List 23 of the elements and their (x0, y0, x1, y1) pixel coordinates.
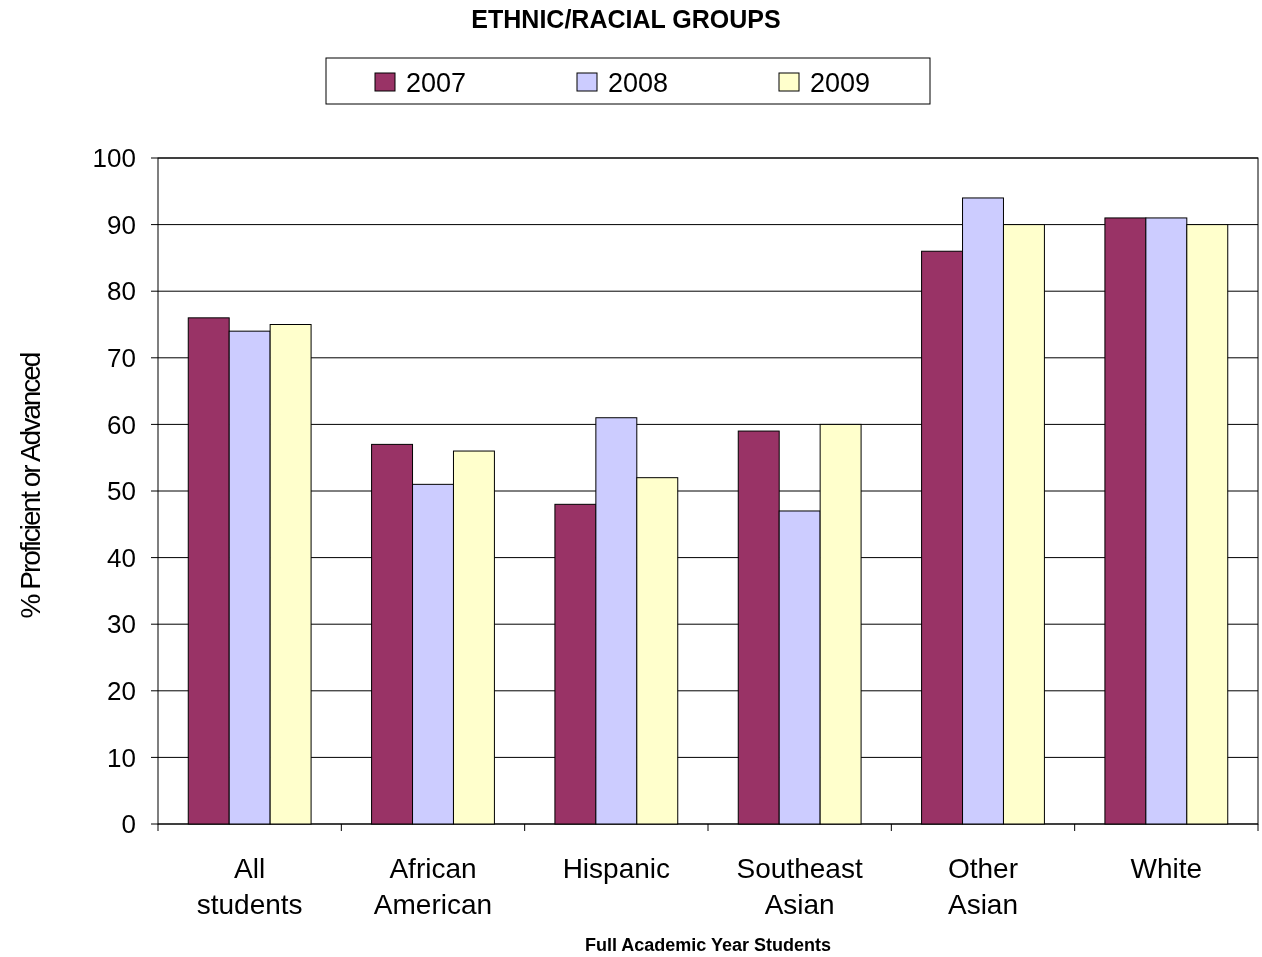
x-tick-label: African American (373, 853, 493, 920)
y-tick-label: 10 (107, 742, 136, 773)
y-tick-label: 90 (107, 209, 136, 240)
legend-label: 2007 (406, 68, 467, 98)
y-tick-label: 50 (107, 476, 136, 507)
x-axis-title: Full Academic Year Students (584, 935, 832, 955)
y-tick-label: 40 (107, 542, 136, 573)
legend-label: 2009 (810, 68, 871, 98)
y-tick-label: 70 (107, 342, 136, 373)
y-axis-title: % Proficient or Advanced (15, 353, 46, 619)
y-tick-label: 100 (92, 143, 136, 174)
x-tick-label: All students (196, 853, 303, 920)
y-tick-label: 30 (107, 609, 136, 640)
chart-title: ETHNIC/RACIAL GROUPS (471, 5, 781, 33)
y-tick-label: 60 (107, 409, 136, 440)
x-tick-label: Southeast Asian (736, 853, 863, 920)
legend-label: 2008 (608, 68, 669, 98)
x-tick-label: White (1130, 853, 1203, 884)
y-tick-label: 80 (107, 276, 136, 307)
y-tick-label: 0 (121, 809, 136, 840)
x-tick-label: Hispanic (562, 853, 671, 884)
y-tick-label: 20 (107, 675, 136, 706)
x-tick-label: Other Asian (947, 853, 1019, 920)
